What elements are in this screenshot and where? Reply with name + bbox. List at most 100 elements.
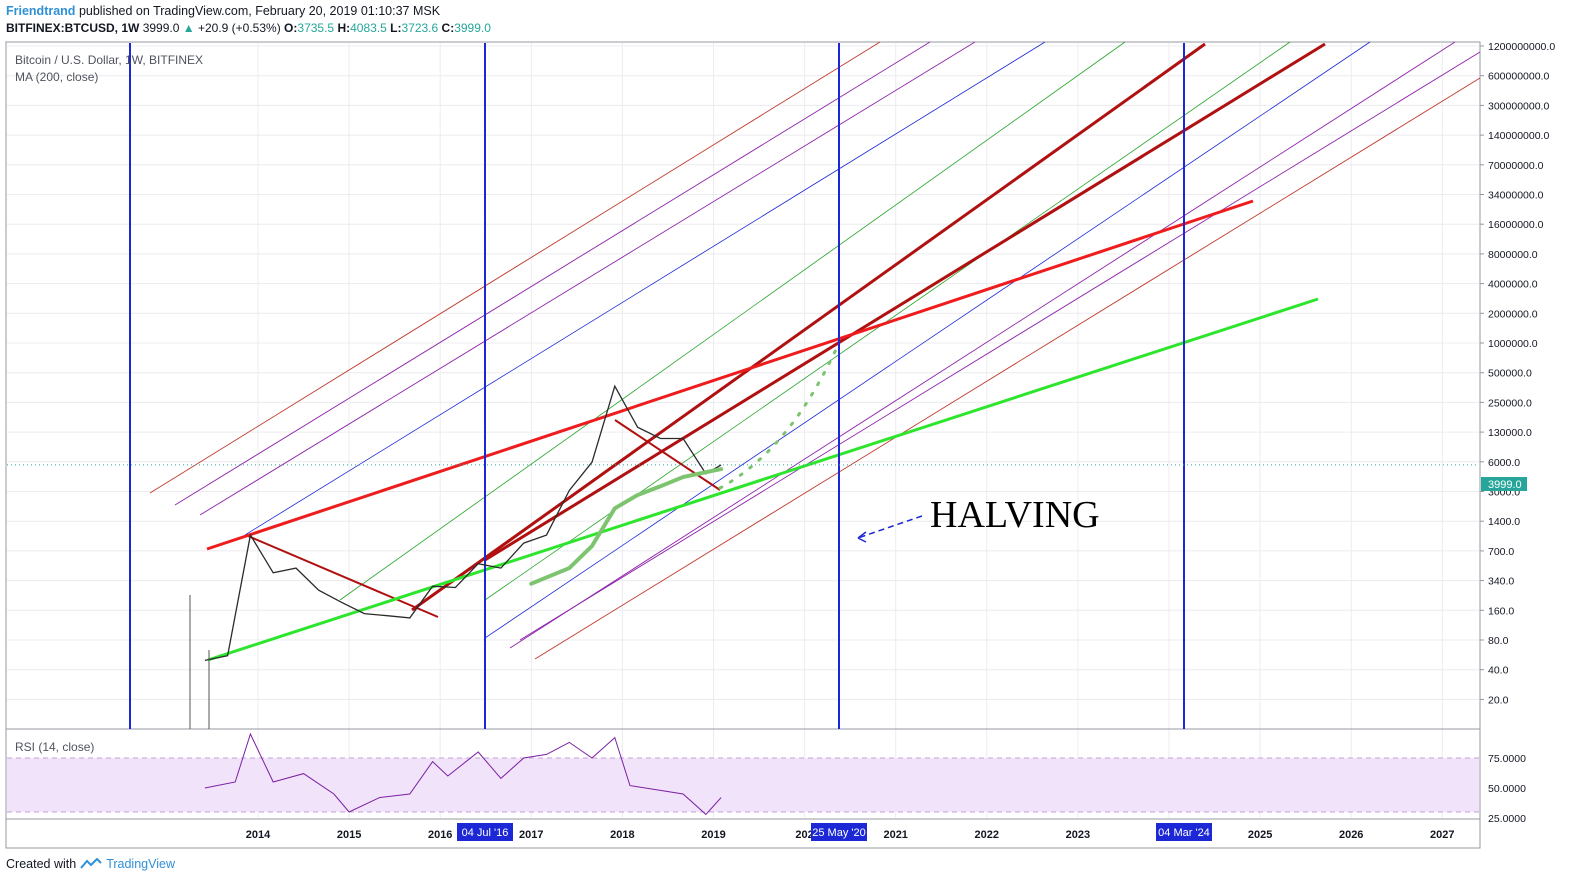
open-value: 3735.5: [297, 21, 335, 35]
pane-title: Bitcoin / U.S. Dollar, 1W, BITFINEX: [15, 53, 203, 67]
y-tick-label: 1200000000.0: [1488, 41, 1555, 53]
rsi-series: [204, 732, 722, 816]
channel-line: [484, 41, 1371, 639]
x-tick-label: 2021: [883, 829, 907, 841]
channel-line: [509, 41, 1456, 649]
y-tick-label: 340.0: [1488, 576, 1514, 588]
halving-arrow-head: [857, 531, 867, 543]
low-value: 3723.6: [401, 21, 439, 35]
halving-marker-label: 25 May '20: [812, 827, 865, 839]
last-price-tag-bg: [1481, 477, 1527, 491]
halving-marker-label: 04 Jul '16: [462, 827, 509, 839]
ma-legend: MA (200, close): [15, 70, 98, 84]
high-label: H:: [337, 21, 351, 35]
x-tick-label: 2027: [1430, 829, 1454, 841]
created-with-label: Created with: [6, 857, 77, 871]
ma-series: [529, 467, 724, 586]
close-label: C:: [441, 21, 455, 35]
chart-frame: [5, 41, 1481, 849]
rsi-y-label: 50.0000: [1488, 783, 1526, 795]
y-tick-label: 130000.0: [1488, 427, 1532, 439]
channel-line: [339, 41, 1126, 601]
price-series: [204, 384, 722, 662]
x-tick-label: 2017: [519, 829, 543, 841]
up-triangle-icon: ▲: [182, 21, 195, 35]
rsi-y-label: 75.0000: [1488, 753, 1526, 765]
close-value: 3999.0: [142, 21, 180, 35]
open-label: O:: [284, 21, 298, 35]
y-tick-label: 40.0: [1488, 665, 1509, 677]
tradingview-logo-icon: [80, 858, 102, 869]
green-support-line: [207, 297, 1319, 662]
channel-line: [534, 77, 1481, 660]
last-price-tag: 3999.0: [1488, 479, 1522, 491]
dark-red-channel-upper: [411, 42, 1206, 612]
dark-red-channel-lower: [484, 42, 1326, 562]
y-tick-label: 160.0: [1488, 605, 1514, 617]
y-tick-label: 600000000.0: [1488, 71, 1549, 83]
y-tick-label: 80.0: [1488, 635, 1509, 647]
red-resistance-line: [206, 199, 1254, 551]
rsi-band-fill: [7, 758, 1479, 812]
halving-annotation: HALVING: [930, 494, 1100, 536]
downtrend-2014: [247, 535, 439, 618]
y-tick-label: 6000.0: [1488, 457, 1520, 469]
y-tick-label: 1000000.0: [1488, 338, 1538, 350]
low-label: L:: [390, 21, 402, 35]
grid-lines: [7, 43, 1479, 818]
x-tick-label: 2026: [1339, 829, 1363, 841]
publish-info: Friendtrand published on TradingView.com…: [6, 4, 440, 18]
halving-arrow: [857, 515, 923, 539]
channel-line: [174, 41, 931, 506]
drawings: [7, 41, 1481, 729]
rsi-legend: RSI (14, close): [15, 740, 94, 754]
y-tick-label: 16000000.0: [1488, 219, 1544, 231]
symbol-label: BITFINEX:BTCUSD, 1W: [6, 21, 140, 35]
x-tick-label: 2022: [975, 829, 999, 841]
y-tick-label: 700.0: [1488, 546, 1514, 558]
downtrend-2018: [614, 419, 721, 491]
channel-line: [519, 51, 1481, 641]
channel-line: [244, 41, 1046, 536]
x-tick-label: 202: [795, 829, 813, 841]
y-tick-label: 250000.0: [1488, 397, 1532, 409]
x-tick-label: 2018: [610, 829, 634, 841]
y-tick-label: 20.0: [1488, 694, 1509, 706]
y-tick-label: 1400.0: [1488, 516, 1520, 528]
change-value: +20.9 (+0.53%): [197, 21, 281, 35]
ohlc-bar: BITFINEX:BTCUSD, 1W 3999.0 ▲ +20.9 (+0.5…: [6, 21, 491, 35]
x-tick-label: 2016: [428, 829, 452, 841]
tradingview-link[interactable]: TradingView: [106, 857, 175, 871]
x-tick-label: 2025: [1248, 829, 1272, 841]
halving-marker-bg: [457, 823, 513, 841]
channel-line: [149, 41, 881, 494]
y-tick-label: 70000000.0: [1488, 160, 1544, 172]
publish-date: published on TradingView.com, February 2…: [78, 4, 441, 18]
price-candles: [189, 384, 724, 729]
high-value: 4083.5: [350, 21, 387, 35]
close-value-2: 3999.0: [454, 21, 491, 35]
projection-dots: [718, 343, 840, 490]
y-tick-label: 4000000.0: [1488, 279, 1538, 291]
x-tick-label: 2023: [1066, 829, 1090, 841]
halving-marker-label: 04 Mar '24: [1158, 827, 1210, 839]
rsi-line: [204, 732, 722, 816]
halving-marker-bg: [1156, 823, 1212, 841]
footer: Created with TradingView: [6, 857, 175, 871]
halving-marker-bg: [811, 823, 867, 841]
y-tick-label: 500000.0: [1488, 368, 1532, 380]
y-tick-label: 300000000.0: [1488, 100, 1549, 112]
y-tick-label: 140000000.0: [1488, 130, 1549, 142]
channel-line: [199, 41, 976, 516]
y-tick-label: 8000000.0: [1488, 249, 1538, 261]
x-tick-label: 2014: [246, 829, 271, 841]
rsi-band: [7, 757, 1479, 813]
y-tick-label: 34000000.0: [1488, 190, 1544, 202]
x-tick-label: 2015: [337, 829, 361, 841]
x-tick-label: 2019: [701, 829, 725, 841]
author-link[interactable]: Friendtrand: [6, 4, 76, 18]
y-tick-label: 2000000.0: [1488, 308, 1538, 320]
axes: 2014 2015 2016 2017 2018 2019 202 2021 2022 2023 2…: [246, 41, 1555, 841]
rsi-y-label: 25.0000: [1488, 813, 1526, 825]
